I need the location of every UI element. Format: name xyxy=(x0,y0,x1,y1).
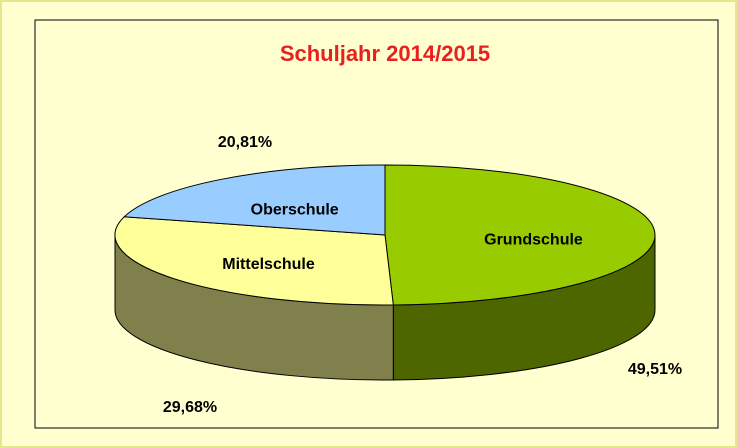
data-label: 49,51% xyxy=(628,361,682,378)
slice-label: Grundschule xyxy=(484,232,583,249)
pie xyxy=(114,164,656,381)
slice-label: Mittelschule xyxy=(222,256,315,273)
slice-label: Oberschule xyxy=(251,202,339,219)
chart-title: Schuljahr 2014/2015 xyxy=(280,41,490,66)
data-label: 20,81% xyxy=(218,134,272,151)
data-label: 29,68% xyxy=(163,399,217,416)
slice xyxy=(114,216,394,306)
slice xyxy=(123,164,386,236)
slice xyxy=(384,164,656,306)
